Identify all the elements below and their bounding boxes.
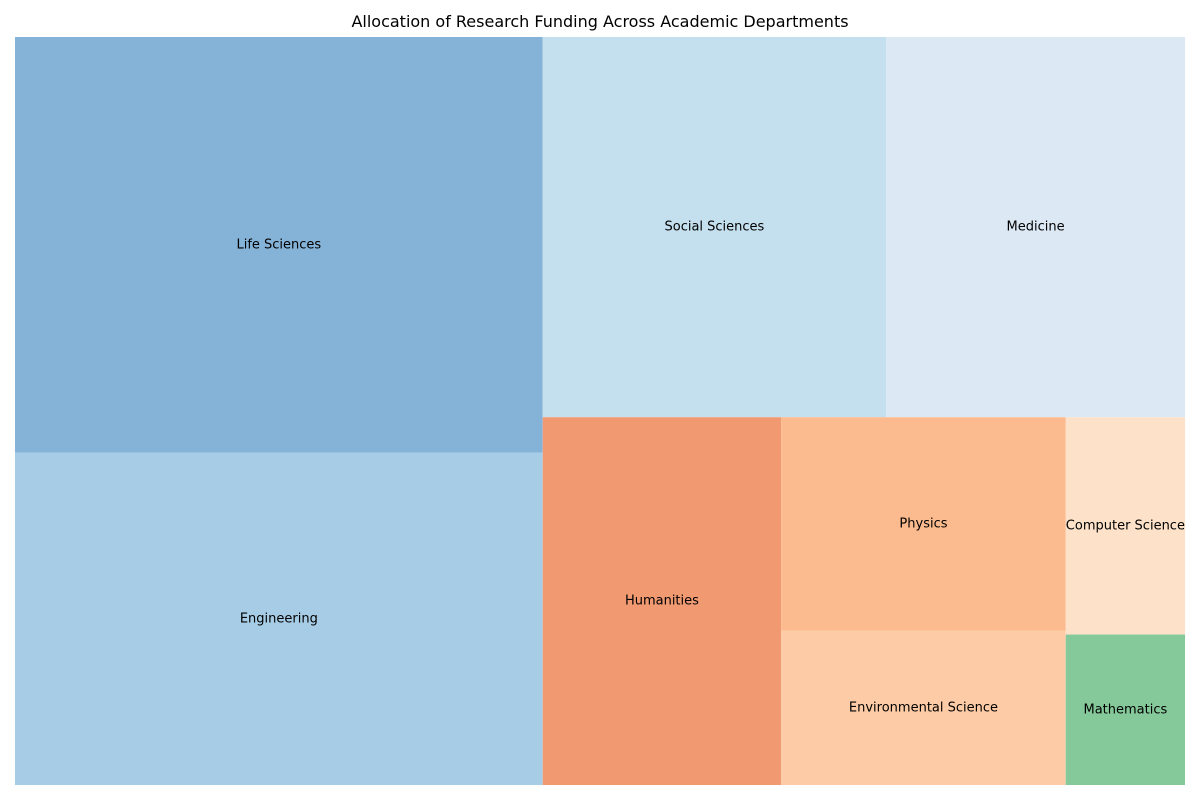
treemap-cell-physics	[781, 417, 1066, 631]
treemap-cell-computer-science	[1065, 417, 1185, 635]
treemap-cell-medicine	[886, 37, 1185, 418]
chart-title: Allocation of Research Funding Across Ac…	[351, 12, 849, 31]
treemap-cell-engineering	[15, 452, 543, 785]
treemap-label-computer-science: Computer Science	[1066, 518, 1185, 533]
treemap-label-life-sciences: Life Sciences	[236, 237, 321, 252]
treemap-label-environmental-science: Environmental Science	[849, 700, 998, 715]
treemap-label-humanities: Humanities	[625, 594, 699, 609]
treemap-label-engineering: Engineering	[240, 611, 318, 626]
treemap-cell-mathematics	[1065, 634, 1185, 785]
treemap-cell-social-sciences	[542, 37, 887, 418]
treemap-label-mathematics: Mathematics	[1083, 702, 1167, 717]
treemap-label-social-sciences: Social Sciences	[664, 220, 764, 235]
treemap-label-physics: Physics	[899, 517, 947, 532]
treemap-cell-humanities	[542, 417, 782, 785]
treemap-label-medicine: Medicine	[1007, 220, 1065, 235]
treemap-cell-environmental-science	[781, 630, 1066, 785]
treemap-cell-life-sciences	[15, 37, 543, 453]
